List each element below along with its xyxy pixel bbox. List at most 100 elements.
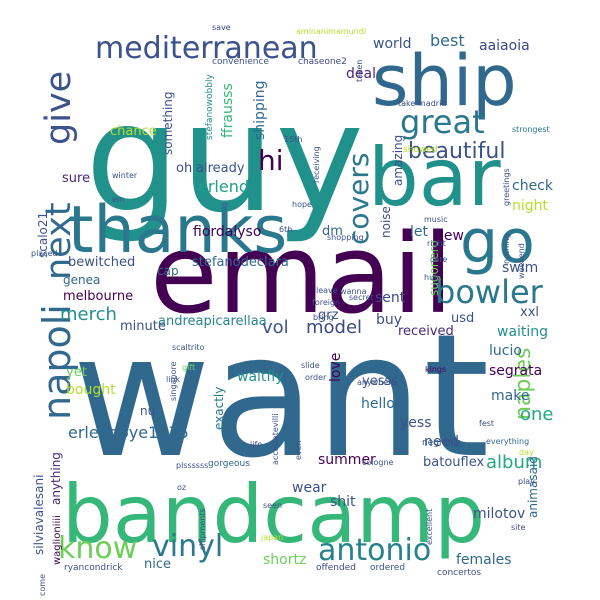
word-15th: 15th — [284, 135, 302, 144]
word-waiting: waiting — [497, 324, 548, 340]
word-ffrausss: ffrausss — [220, 83, 236, 138]
word-swim: swim — [502, 260, 538, 276]
word-fiordalyso: fiordalyso — [193, 224, 261, 240]
word-best: best — [430, 31, 465, 50]
word-yet: yet — [66, 365, 87, 380]
word-plssssss: plssssss — [176, 461, 208, 470]
word-already: already — [196, 161, 245, 176]
word-bandcamp: bandcamp — [62, 468, 485, 561]
word-grz: grz — [318, 308, 339, 323]
word-noise: noise — [379, 206, 393, 238]
word-hope: hope — [292, 200, 312, 209]
word-next: next — [39, 202, 79, 280]
word-album: album — [486, 452, 542, 473]
word-placed: placed — [31, 249, 58, 258]
word-concertos: concertos — [437, 568, 481, 578]
word-beautiful: beautiful — [408, 139, 505, 164]
word-slide: slide — [301, 361, 320, 370]
word-covers: covers — [342, 153, 375, 245]
word-cologne: cologne — [362, 458, 394, 467]
word-thanks: thanks — [68, 193, 287, 268]
word-great: great — [400, 103, 485, 141]
word-weekend: weekend — [517, 243, 526, 279]
word-6th: 6th — [279, 225, 292, 234]
word-dm: dm — [322, 224, 343, 239]
word-take: take — [398, 99, 415, 108]
word-shopping: shopping — [327, 233, 364, 242]
word-lucio: lucio — [489, 343, 522, 359]
word-music: music — [424, 215, 448, 224]
word-napoli: napoli — [35, 304, 79, 420]
word-convenience: convenience — [212, 57, 269, 67]
word-care: care — [430, 255, 447, 264]
word-gorgeous: gorgeous — [208, 459, 250, 469]
word-everything: everything — [486, 437, 529, 446]
word-sugonero: sugonero — [427, 240, 441, 296]
word-leave: leave — [316, 286, 338, 295]
word-waglioniiii: waglioniiii — [52, 515, 63, 565]
word-oz: oz — [177, 483, 186, 492]
word-go: go — [460, 207, 535, 277]
word-animasaid: animasaid — [526, 456, 540, 518]
word-know: know — [58, 531, 137, 566]
word-kings: kings — [425, 365, 446, 374]
word-ryancondrick: ryancondrick — [64, 563, 123, 573]
word-greetings: greetings — [502, 168, 511, 206]
word-claradugh: claradugh — [439, 348, 453, 408]
word-aaiaoia: aaiaoia — [479, 38, 530, 54]
word-bewitched: bewitched — [68, 255, 135, 270]
word-even: even — [294, 440, 303, 460]
word-merch: merch — [60, 304, 117, 325]
word-minute: minute — [120, 319, 166, 334]
word-cap: cap — [157, 264, 179, 278]
word-gift: gift — [182, 363, 195, 372]
word-erlend: erlend — [198, 177, 249, 196]
word-ship: ship — [372, 40, 517, 122]
word-scalo21: scalo21 — [36, 212, 50, 258]
word-stefanowobbly: stefanowobbly — [205, 74, 215, 140]
word-huh: huh — [424, 273, 439, 282]
word-accattatevilli: accattatevilli — [271, 414, 280, 465]
word-new: new — [435, 228, 464, 244]
word-chance: chance — [110, 124, 157, 139]
word-em: em — [112, 195, 125, 204]
word-want: want — [72, 298, 490, 496]
word-japan: japan — [260, 533, 283, 542]
word-yesss: yesss — [362, 374, 398, 389]
word-ordered: ordered — [370, 563, 405, 573]
word-sure: sure — [62, 171, 90, 186]
word-segrata: segrata — [489, 363, 542, 379]
word-yess: yess — [400, 415, 432, 431]
word-sent: sent — [375, 290, 406, 306]
word-melbourne: melbourne — [63, 289, 133, 304]
word-bar: bar — [368, 131, 501, 224]
word-exactly: exactly — [212, 387, 226, 430]
word-something: something — [161, 91, 175, 155]
word-foreign: foreign — [312, 298, 340, 307]
word-received: received — [398, 324, 454, 339]
word-shipping: shipping — [252, 81, 268, 140]
word-bowler: bowler — [435, 273, 544, 311]
word-bought: bought — [66, 382, 116, 398]
word-nothing: nothing — [502, 233, 511, 264]
word-summer: summer — [318, 452, 376, 468]
word-offended: offended — [316, 563, 356, 573]
word-nu: nu — [140, 404, 155, 418]
word-shipments: shipments — [198, 508, 207, 550]
word-save: save — [212, 23, 231, 32]
word-seen: seen — [263, 501, 282, 510]
word-wanna: wanna — [340, 287, 367, 296]
word-strongest: strongest — [512, 125, 550, 134]
word-anywhere: anywhere — [357, 378, 396, 387]
word-shit: shit — [330, 494, 356, 510]
word-antonio: antonio — [318, 533, 431, 568]
word-nice: nice — [144, 557, 171, 572]
word-mediterranean: mediterranean — [95, 31, 318, 66]
word-vol: vol — [262, 317, 289, 338]
word-guy: guy — [85, 72, 364, 246]
word-scaltrito: scaltrito — [172, 343, 204, 352]
word-fest: fest — [479, 419, 494, 428]
word-one: one — [520, 404, 554, 425]
word-usd: usd — [451, 311, 474, 326]
word-andreapicarellaa: andreapicarellaa — [158, 314, 267, 329]
